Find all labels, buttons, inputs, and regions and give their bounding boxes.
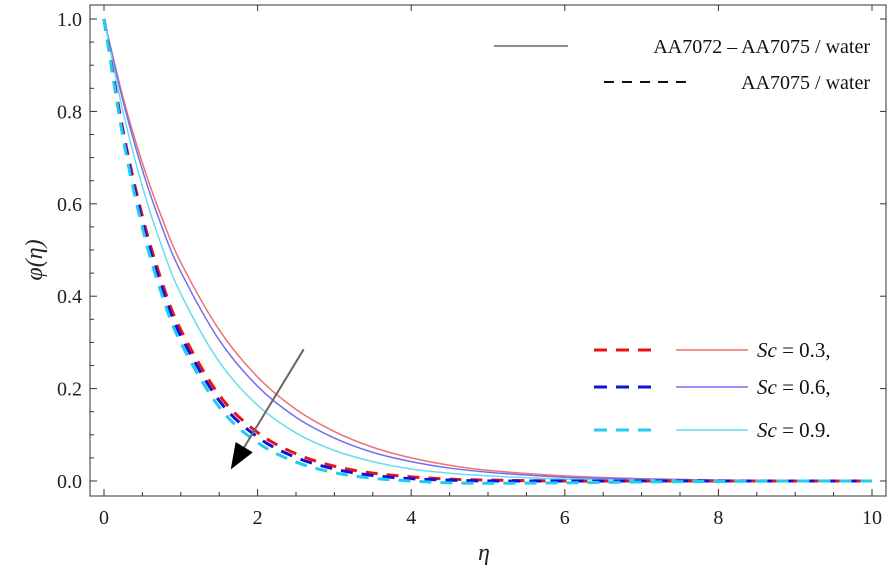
legend-sc-value: = 0.9. bbox=[777, 418, 831, 442]
series-layer bbox=[102, 18, 873, 485]
y-tick-label: 0.4 bbox=[57, 286, 82, 308]
y-tick-label: 0.0 bbox=[57, 471, 82, 493]
series-line-6 bbox=[102, 18, 873, 485]
legend-sc-symbol: Sc bbox=[757, 418, 778, 442]
x-axis-ticks: 0 2 4 6 8 10 bbox=[99, 5, 882, 529]
legend-style-label: AA7072 – AA7075 / water bbox=[653, 36, 870, 58]
legend-sc-label: Sc = 0.3, bbox=[757, 338, 831, 362]
series-line-4 bbox=[102, 18, 872, 483]
legend-sc: Sc = 0.3,Sc = 0.6,Sc = 0.9. bbox=[594, 338, 831, 442]
legend-style-label: AA7075 / water bbox=[741, 72, 870, 94]
x-tick-label: 4 bbox=[406, 507, 416, 529]
legend-sc-label: Sc = 0.9. bbox=[757, 418, 831, 442]
plot-area bbox=[89, 4, 887, 497]
legend-sc-label: Sc = 0.6, bbox=[757, 375, 831, 399]
y-axis-title: φ(η) bbox=[22, 239, 48, 280]
y-axis-ticks: 0.0 0.2 0.4 0.6 0.8 1.0 bbox=[57, 9, 886, 493]
legend-sc-symbol: Sc bbox=[757, 375, 778, 399]
legend-sc-value: = 0.6, bbox=[777, 375, 831, 399]
y-tick-label: 0.2 bbox=[57, 379, 82, 401]
x-tick-label: 2 bbox=[253, 507, 263, 529]
x-tick-label: 8 bbox=[713, 507, 723, 529]
annotation-layer bbox=[230, 348, 305, 470]
y-tick-label: 0.6 bbox=[57, 194, 82, 216]
y-tick-label: 1.0 bbox=[57, 9, 82, 31]
arrow-shaft bbox=[243, 348, 305, 448]
arrow-head bbox=[230, 442, 253, 470]
x-axis-title: η bbox=[478, 540, 490, 566]
x-tick-label: 6 bbox=[560, 507, 570, 529]
x-tick-label: 10 bbox=[862, 507, 882, 529]
legend-sc-symbol: Sc bbox=[757, 338, 778, 362]
y-tick-label: 0.8 bbox=[57, 101, 82, 123]
series-line-2 bbox=[103, 18, 873, 482]
legend-sc-value: = 0.3, bbox=[777, 338, 831, 362]
x-tick-label: 0 bbox=[99, 507, 109, 529]
legend-line-style: AA7072 – AA7075 / water AA7075 / water bbox=[494, 36, 870, 94]
